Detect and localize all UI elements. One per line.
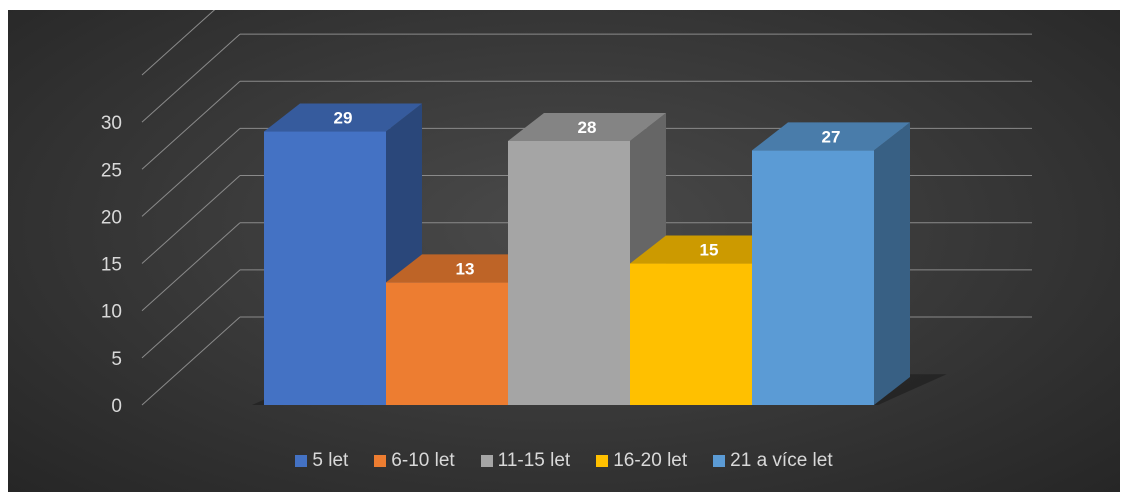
legend-item: 5 let: [295, 450, 348, 472]
bar-front-1: [264, 131, 386, 405]
legend-swatch: [480, 455, 493, 467]
gridline-side: [141, 175, 241, 264]
data-label-4: 15: [700, 241, 719, 260]
legend-swatch: [713, 455, 726, 467]
y-tick-label: 15: [101, 255, 122, 276]
y-tick-label: 5: [111, 349, 122, 370]
legend-swatch: [374, 455, 387, 467]
bar-side-5: [874, 122, 910, 405]
legend-item: 11-15 let: [480, 450, 571, 472]
y-tick-label: 20: [101, 207, 122, 228]
gridline-side: [141, 128, 241, 217]
y-tick-label: 10: [101, 302, 122, 323]
gridline-side: [141, 222, 241, 312]
data-label-5: 27: [822, 127, 841, 146]
legend-label: 21 a více let: [730, 450, 833, 471]
y-tick-label: 0: [111, 396, 122, 417]
legend-label: 11-15 let: [497, 450, 571, 471]
legend-swatch: [295, 455, 308, 467]
data-label-2: 13: [456, 259, 475, 278]
gridline-side: [141, 80, 241, 170]
gridline-side: [141, 10, 216, 76]
y-tick-label: 30: [101, 113, 122, 134]
legend-item: 21 a více let: [713, 450, 833, 472]
gridline-side: [141, 316, 241, 406]
legend-label: 16-20 let: [613, 450, 688, 471]
chart-area: 0 5 10 15 20 25 30 29 13 28 15 27 5 let 6-10 let 11-1…: [8, 10, 1120, 492]
legend-label: 5 let: [312, 450, 349, 471]
bar-top-1: [264, 103, 422, 132]
legend-label: 6-10 let: [391, 450, 455, 471]
legend: 5 let 6-10 let 11-15 let 16-20 let 21 a více…: [8, 450, 1120, 472]
bar-front-4: [630, 263, 752, 405]
bar-top-2: [386, 254, 544, 283]
bar-top-3: [508, 112, 666, 141]
gridline-side: [141, 269, 241, 359]
y-tick-label: 25: [101, 160, 122, 181]
gridline-side: [141, 33, 241, 123]
data-label-1: 29: [334, 109, 353, 128]
bar-top-4: [630, 235, 788, 264]
legend-item: 16-20 let: [596, 450, 687, 472]
bar-front-2: [386, 282, 508, 405]
bar-front-3: [508, 140, 630, 405]
bar-top-5: [752, 122, 910, 151]
bar-chart: 0 5 10 15 20 25 30 29 13 28 15 27: [101, 10, 1032, 417]
bar-front-5: [752, 150, 874, 405]
legend-item: 6-10 let: [374, 450, 455, 472]
data-label-3: 28: [578, 118, 597, 137]
legend-swatch: [596, 455, 609, 467]
